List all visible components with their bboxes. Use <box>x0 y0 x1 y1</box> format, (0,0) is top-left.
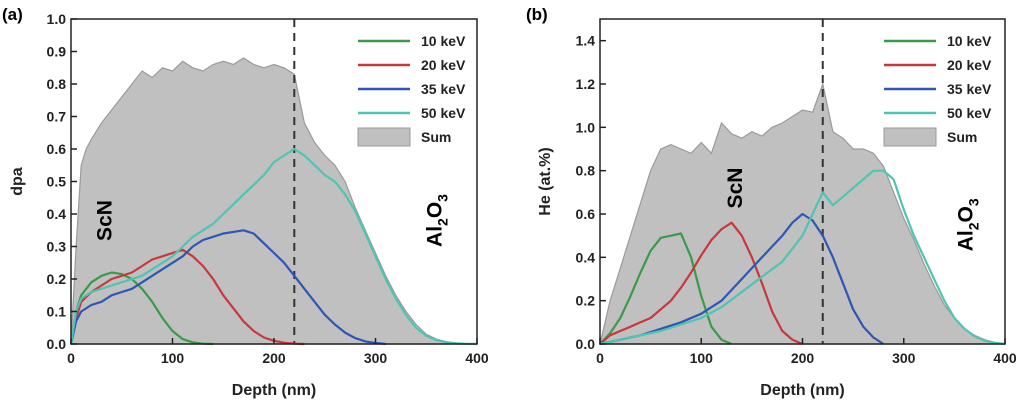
x-tick-label: 0 <box>67 350 75 366</box>
x-tick-label: 200 <box>791 350 815 366</box>
x-tick-label: 200 <box>262 350 286 366</box>
y-tick-label: 0.6 <box>47 141 67 157</box>
annotation-scn: ScN <box>724 168 747 209</box>
legend-label: 50 keV <box>421 105 466 121</box>
y-tick-label: 1.4 <box>576 33 596 49</box>
series-line-50-kev <box>69 147 478 346</box>
legend-swatch-sum <box>883 127 937 147</box>
y-tick-label: 0.2 <box>576 293 596 309</box>
y-tick-label: 1.0 <box>47 11 67 27</box>
y-tick-label: 0.7 <box>47 109 67 125</box>
y-tick-label: 0.8 <box>47 76 67 92</box>
legend-label: 35 keV <box>947 81 992 97</box>
x-tick-label: 0 <box>596 350 604 366</box>
legend-swatch-sum <box>357 127 411 147</box>
legend-label: 20 keV <box>947 57 992 73</box>
y-axis-label: dpa <box>9 167 26 196</box>
y-tick-label: 0.2 <box>47 271 67 287</box>
x-axis-label: Depth (nm) <box>760 382 844 399</box>
legend-label: 20 keV <box>421 57 466 73</box>
x-tick-label: 400 <box>465 350 489 366</box>
x-tick-label: 300 <box>892 350 916 366</box>
y-tick-label: 0.4 <box>47 206 67 222</box>
y-tick-label: 0.8 <box>576 163 596 179</box>
legend-label: 10 keV <box>421 33 466 49</box>
chart-panel-a: 0 100 200 300 400 0.0 0.1 0.2 0.3 0.4 0.5 0.6 0.7 0.8… <box>0 0 512 405</box>
y-tick-label: 0.0 <box>47 336 67 352</box>
series-line-10-kev <box>69 271 214 346</box>
x-axis-label: Depth (nm) <box>232 382 316 399</box>
annotation-al2o3: Al2O3 <box>423 194 450 247</box>
series-line-20-kev <box>69 248 305 346</box>
x-tick-label: 100 <box>690 350 714 366</box>
y-tick-label: 0.1 <box>47 304 67 320</box>
y-tick-label: 0.3 <box>47 239 67 255</box>
series-line-20-kev <box>599 221 803 346</box>
y-tick-label: 0.5 <box>47 174 67 190</box>
y-tick-label: 0.4 <box>576 249 596 265</box>
sum-area <box>70 57 478 345</box>
series-line-50-kev <box>599 169 1006 346</box>
y-axis-label: He (at.%) <box>537 147 554 215</box>
y-tick-label: 1.0 <box>576 119 596 135</box>
legend-label: Sum <box>947 129 977 145</box>
x-tick-label: 400 <box>993 350 1017 366</box>
panel-label: (a) <box>2 5 23 24</box>
series-line-10-kev <box>599 232 733 346</box>
chart-a-svg: 0 100 200 300 400 0.0 0.1 0.2 0.3 0.4 0.5 0.6 0.7 0.8… <box>2 5 489 399</box>
series-line-35-kev <box>599 212 885 346</box>
y-tick-label: 0.9 <box>47 44 67 60</box>
y-tick-label: 1.2 <box>576 76 596 92</box>
panel-label: (b) <box>526 5 548 24</box>
y-tick-label: 0.6 <box>576 206 596 222</box>
annotation-scn: ScN <box>94 200 117 241</box>
legend-label: 50 keV <box>947 105 992 121</box>
chart-b-svg: 0 100 200 300 400 0.0 0.2 0.4 0.6 0.8 1.0 1.2 1.4 Dep… <box>526 5 1017 399</box>
series-line-35-kev <box>69 229 386 346</box>
annotation-al2o3: Al2O3 <box>955 198 982 251</box>
legend-label: Sum <box>421 129 451 145</box>
legend-label: 35 keV <box>421 81 466 97</box>
legend-label: 10 keV <box>947 33 992 49</box>
x-tick-label: 100 <box>161 350 185 366</box>
chart-panel-b: 0 100 200 300 400 0.0 0.2 0.4 0.6 0.8 1.0 1.2 1.4 Dep… <box>512 0 1024 405</box>
y-tick-label: 0.0 <box>576 336 596 352</box>
x-tick-label: 300 <box>364 350 388 366</box>
